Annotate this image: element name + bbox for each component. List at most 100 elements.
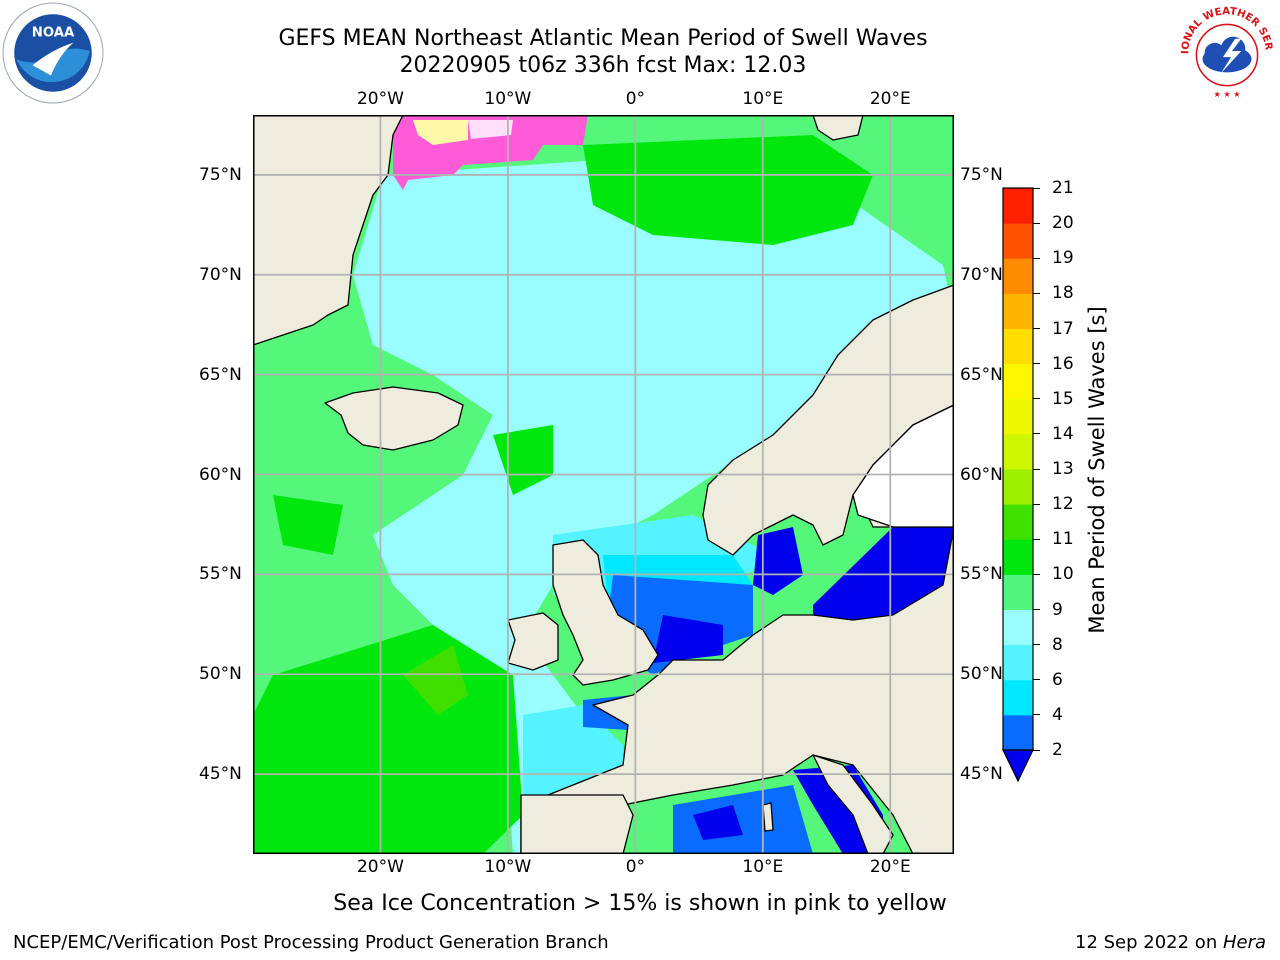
footer-datestamp: 12 Sep 2022 on Hera [1075, 932, 1266, 953]
colorbar-tick-mark [1033, 328, 1040, 329]
longitude-label: 10°E [742, 857, 784, 877]
graticule [253, 115, 954, 854]
colorbar-tick-mark [1033, 679, 1040, 681]
colorbar-tick-mark [1033, 398, 1040, 400]
sea-ice-note: Sea Ice Concentration > 15% is shown in … [333, 891, 947, 916]
italy-land [812, 754, 894, 854]
colorbar-tick-mark [1033, 292, 1040, 294]
ireland-land [507, 612, 559, 671]
colorbar-tick-label: 20 [1052, 213, 1074, 234]
colorbar-segment [1003, 679, 1033, 716]
colorbar-segment [1003, 644, 1033, 681]
chart-subtitle: 20220905 t06z 336h fcst Max: 12.03 [399, 53, 807, 78]
colorbar-tick-mark [1033, 433, 1040, 435]
colorbar-tick-label: 2 [1052, 740, 1063, 760]
latitude-label: 60°N [199, 464, 242, 485]
colorbar-tick-mark [1033, 573, 1040, 575]
colorbar-tick-label: 21 [1052, 178, 1074, 198]
latitude-label: 70°N [199, 264, 242, 285]
colorbar-tick-mark [1033, 363, 1040, 365]
national-weather-service-logo: NATIONAL WEATHER SERVICE ★ ★ ★ [1176, 2, 1276, 102]
ocean-10-11s-patch [403, 645, 468, 715]
chart-title: GEFS MEAN Northeast Atlantic Mean Period… [278, 26, 928, 51]
colorbar-segment [1003, 293, 1033, 329]
colorbar-tick-label: 18 [1052, 283, 1074, 304]
latitude-label: 50°N [960, 664, 1003, 685]
longitude-label: 20°W [356, 857, 404, 877]
colorbar-tick-mark [1033, 644, 1040, 646]
ocean-10-11s-patch [583, 135, 873, 245]
colorbar-tick-label: 14 [1052, 423, 1074, 444]
colorbar-tick-mark [1033, 222, 1040, 224]
colorbar-tick-mark [1033, 714, 1040, 716]
sea-ice-region [413, 120, 468, 145]
ocean-10-11s-patch [273, 495, 343, 555]
iberia-land [520, 794, 634, 854]
longitude-label: 10°W [484, 89, 532, 109]
colorbar-tick-label: 16 [1052, 353, 1074, 374]
colorbar-tick-mark [1033, 538, 1040, 540]
colorbar-tick-mark [1033, 257, 1040, 259]
latitude-label: 65°N [960, 364, 1003, 385]
map-frame [253, 115, 954, 854]
latitude-label: 60°N [960, 464, 1003, 485]
colorbar-segment [1003, 574, 1033, 610]
longitude-label: 10°W [484, 857, 532, 877]
longitude-label: 20°E [869, 89, 911, 109]
ocean-below-2s-field [753, 527, 803, 595]
colorbar-tick-label: 15 [1052, 388, 1074, 409]
colorbar-segment [1003, 469, 1033, 505]
latitude-label: 50°N [199, 664, 242, 685]
colorbar-tick-label: 12 [1052, 494, 1074, 515]
colorbar-tick-label: 17 [1052, 318, 1074, 339]
colorbar-segment [1003, 363, 1033, 400]
colorbar-tick-label: 9 [1052, 599, 1063, 620]
colorbar-tick-mark [1033, 468, 1040, 470]
colorbar-tick-label: 11 [1052, 529, 1074, 550]
colorbar-segment [1003, 609, 1033, 646]
footer-credit: NCEP/EMC/Verification Post Processing Pr… [13, 932, 609, 953]
colorbar-segment [1003, 258, 1033, 294]
noaa-logo: NOAA [2, 2, 104, 104]
longitude-label: 0° [625, 89, 646, 109]
sea-ice-region [468, 120, 513, 139]
latitude-label: 55°N [199, 564, 242, 585]
colorbar-segment [1003, 539, 1033, 575]
footer-date: 12 Sep 2022 on [1075, 932, 1223, 953]
svg-text:NOAA: NOAA [32, 26, 75, 41]
latitude-label: 55°N [960, 564, 1003, 585]
colorbar-segment [1003, 328, 1033, 365]
latitude-label: 75°N [199, 164, 242, 185]
longitude-label: 20°E [869, 857, 911, 877]
colorbar-tick-mark [1033, 749, 1040, 751]
colorbar-tick-label: 8 [1052, 634, 1063, 655]
colorbar-tick-mark [1033, 503, 1040, 505]
colorbar-tick-label: 6 [1052, 669, 1063, 690]
colorbar-segment [1003, 714, 1033, 751]
colorbar-segment [1003, 433, 1033, 470]
greenland-land [253, 115, 404, 346]
sweden-interior-land [852, 404, 954, 528]
colorbar-segment [1003, 504, 1033, 540]
colorbar-tick-mark [1033, 609, 1040, 610]
colorbar-label: Mean Period of Swell Waves [s] [1085, 306, 1109, 634]
longitude-label: 20°W [356, 89, 404, 109]
latitude-label: 65°N [199, 364, 242, 385]
colorbar-tick-label: 19 [1052, 248, 1074, 269]
colorbar-tick-label: 13 [1052, 459, 1074, 479]
colorbar-segment [1003, 188, 1033, 224]
latitude-label: 45°N [960, 764, 1003, 785]
iceland-land [324, 386, 464, 451]
swell-period-map [253, 115, 954, 854]
corsica-land [762, 802, 774, 832]
latitude-label: 75°N [960, 164, 1003, 185]
longitude-label: 10°E [742, 89, 784, 109]
colorbar-tick-label: 10 [1052, 564, 1074, 585]
svalbard-land [812, 115, 864, 141]
longitude-label: 0° [625, 857, 646, 877]
footer-host: Hera [1222, 932, 1266, 953]
colorbar-tick-mark [1033, 187, 1040, 189]
svg-text:★ ★ ★: ★ ★ ★ [1213, 89, 1240, 99]
colorbar-segment [1003, 223, 1033, 259]
colorbar [1002, 187, 1034, 783]
